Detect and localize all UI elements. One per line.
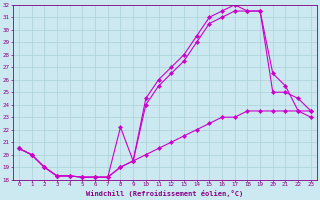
X-axis label: Windchill (Refroidissement éolien,°C): Windchill (Refroidissement éolien,°C)	[86, 190, 244, 197]
